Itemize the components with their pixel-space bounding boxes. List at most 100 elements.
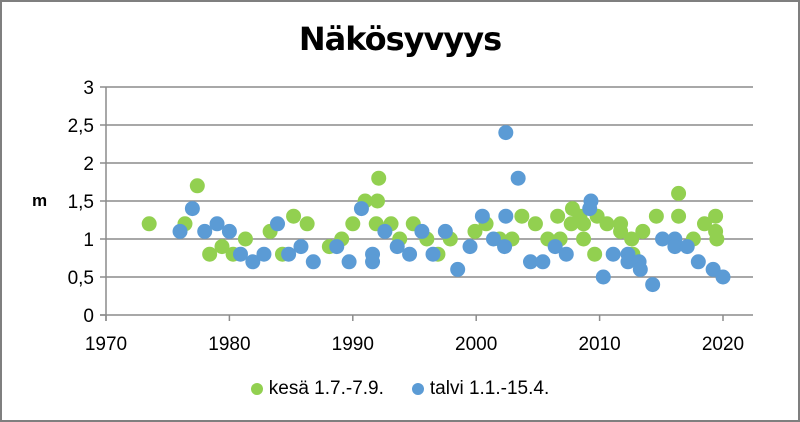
data-point [202, 246, 218, 262]
data-point [671, 185, 687, 201]
data-point [184, 201, 200, 217]
data-point [547, 239, 563, 255]
data-point [305, 254, 321, 270]
data-point [558, 246, 574, 262]
y-axis-label: m [32, 191, 47, 210]
data-point [437, 223, 453, 239]
y-tick-label: 1 [83, 230, 94, 251]
data-point [141, 216, 157, 232]
data-point [648, 208, 664, 224]
data-point [299, 216, 315, 232]
data-point [293, 239, 309, 255]
data-point [667, 239, 683, 255]
data-point [353, 201, 369, 217]
axes [100, 86, 753, 321]
legend-label-kesa: kesä 1.7.-7.9. [268, 378, 384, 399]
data-point [425, 246, 441, 262]
x-tick-label: 1980 [208, 334, 250, 355]
y-tick-label: 2 [83, 154, 94, 175]
data-point [605, 246, 621, 262]
data-point [655, 231, 671, 247]
data-point [237, 231, 253, 247]
y-axis-tick-labels: 0 0,5 1 1,5 2 2,5 3 [68, 78, 94, 327]
data-point [365, 254, 381, 270]
x-tick-label: 1970 [85, 334, 127, 355]
data-point [474, 208, 490, 224]
data-point [214, 239, 230, 255]
data-point [245, 254, 261, 270]
data-point [197, 223, 213, 239]
data-point [620, 254, 636, 270]
data-point [635, 223, 651, 239]
y-tick-label: 0 [83, 306, 94, 327]
y-tick-label: 3 [83, 78, 94, 99]
data-point [690, 254, 706, 270]
legend-item-talvi: talvi 1.1.-15.4. [411, 378, 550, 400]
series-talvi-points [172, 125, 731, 293]
data-point [256, 246, 272, 262]
data-point [715, 269, 731, 285]
legend-marker-green-icon [250, 383, 263, 395]
data-point [341, 254, 357, 270]
data-point [286, 208, 302, 224]
data-point [632, 261, 648, 277]
data-point [377, 223, 393, 239]
data-point [550, 208, 566, 224]
y-tick-label: 2,5 [68, 116, 94, 137]
data-point [582, 201, 598, 217]
x-tick-label: 2000 [455, 334, 497, 355]
data-point [671, 208, 687, 224]
data-point [527, 216, 543, 232]
data-point [576, 216, 592, 232]
legend: kesä 1.7.-7.9. talvi 1.1.-15.4. [0, 378, 800, 400]
data-point [709, 231, 725, 247]
data-point [645, 277, 661, 293]
data-point [389, 239, 405, 255]
data-point [467, 223, 483, 239]
chart-title: Näkösyvyys [298, 20, 502, 58]
data-point [624, 231, 640, 247]
data-point [576, 231, 592, 247]
data-point [522, 254, 538, 270]
data-point [599, 216, 615, 232]
data-point [172, 223, 188, 239]
data-point [414, 223, 430, 239]
data-point [708, 208, 724, 224]
data-point [696, 216, 712, 232]
data-point [270, 216, 286, 232]
data-point [281, 246, 297, 262]
data-point [209, 216, 225, 232]
data-point [371, 170, 387, 186]
data-point [221, 223, 237, 239]
data-point [369, 193, 385, 209]
legend-marker-blue-icon [411, 383, 424, 395]
data-point [679, 239, 695, 255]
data-point [402, 246, 418, 262]
data-point [329, 239, 345, 255]
x-tick-label: 2020 [702, 334, 744, 355]
y-tick-label: 1,5 [68, 192, 94, 213]
data-point [497, 239, 513, 255]
x-axis-tick-labels: 1970 1980 1990 2000 2010 2020 [85, 334, 744, 355]
x-tick-label: 2010 [578, 334, 620, 355]
data-point [510, 170, 526, 186]
x-tick-label: 1990 [332, 334, 374, 355]
data-point [535, 254, 551, 270]
y-tick-label: 0,5 [68, 268, 94, 289]
data-point [189, 178, 205, 194]
data-point [485, 231, 501, 247]
data-point [233, 246, 249, 262]
data-point [498, 125, 514, 141]
legend-label-talvi: talvi 1.1.-15.4. [429, 378, 550, 399]
data-point [450, 261, 466, 277]
data-point [345, 216, 361, 232]
data-point [498, 208, 514, 224]
data-point [587, 246, 603, 262]
legend-item-kesa: kesä 1.7.-7.9. [250, 378, 384, 400]
data-point [595, 269, 611, 285]
data-point [462, 239, 478, 255]
data-point [514, 208, 530, 224]
data-point [613, 223, 629, 239]
